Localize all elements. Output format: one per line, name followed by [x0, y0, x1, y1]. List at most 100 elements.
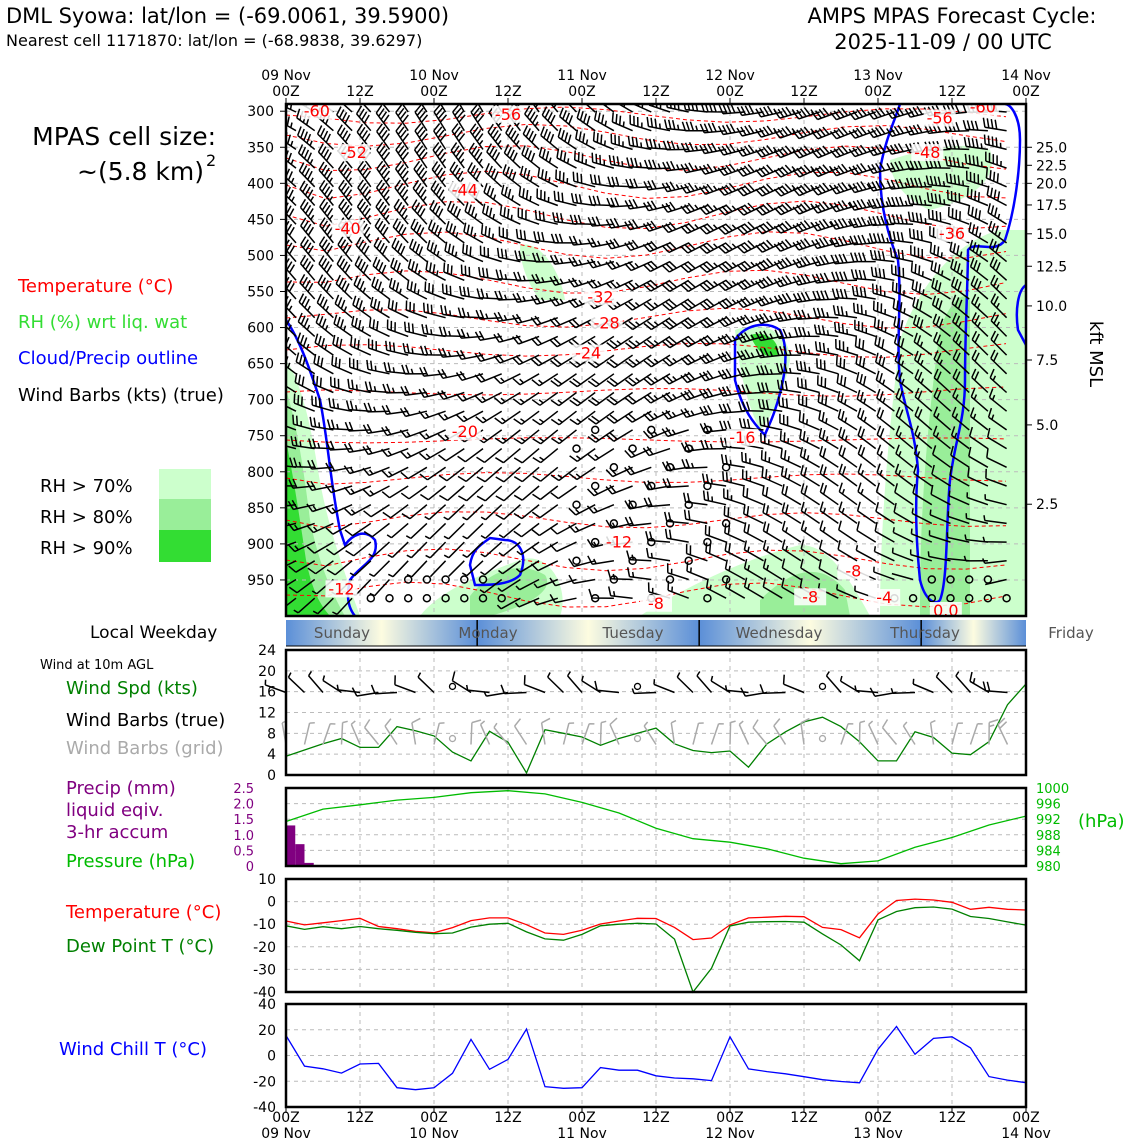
upper-wind-barb [387, 541, 409, 559]
upper-wind-barb [431, 161, 447, 188]
precip-tick-label: 1.0 [233, 829, 254, 844]
upper-wind-barb [905, 177, 932, 188]
upper-wind-barb [933, 387, 952, 412]
upper-wind-barb [755, 145, 783, 158]
upper-wind-barb [717, 123, 745, 136]
upper-wind-barb [531, 504, 559, 519]
upper-wind-barb [440, 304, 465, 319]
upper-wind-barb [743, 577, 764, 599]
upper-wind-barb [988, 238, 1008, 263]
upper-wind-barb [480, 560, 503, 576]
upper-wind-barb [550, 410, 577, 426]
upper-wind-barb [836, 373, 858, 394]
upper-wind-barb [486, 143, 503, 169]
upper-wind-barb [366, 359, 390, 375]
bottom-tick-label: 00Z [420, 1110, 447, 1126]
upper-wind-barb [699, 203, 727, 215]
upper-wind-barb [286, 165, 297, 188]
upper-wind-barb [456, 410, 484, 423]
upper-wind-barb [848, 216, 876, 229]
upper-wind-barb [549, 335, 577, 348]
upper-wind-barb [837, 408, 858, 431]
wind-panel: 0 4 8 12 16 20 24 [258, 643, 1028, 784]
upper-wind-barb [661, 181, 689, 193]
upper-wind-barb [325, 541, 353, 556]
pressure-tick-label: 1000 [1036, 782, 1069, 797]
top-tick-label: 12Z [346, 84, 373, 100]
upper-wind-barb [855, 354, 877, 375]
upper-wind-barb [569, 373, 596, 388]
upper-wind-barb [452, 104, 466, 132]
upper-wind-barb [792, 291, 820, 303]
upper-wind-barb [643, 279, 671, 292]
upper-wind-barb [781, 502, 802, 525]
upper-wind-barb [352, 295, 372, 319]
upper-wind-barb [724, 559, 746, 581]
top-tick-label: 00Z [420, 84, 447, 100]
upper-wind-barb [513, 410, 540, 425]
upper-wind-barb [393, 198, 409, 225]
upper-wind-barb [357, 179, 372, 206]
upper-wind-barb [587, 373, 615, 388]
upper-wind-barb [401, 104, 409, 113]
wind-barb-true [912, 678, 934, 694]
upper-wind-barb [643, 354, 671, 368]
temperature-label-bg [448, 423, 481, 441]
upper-wind-barb [513, 485, 540, 501]
upper-wind-barb [873, 317, 895, 338]
upper-wind-barb [624, 465, 652, 476]
upper-wind-barb [774, 328, 801, 340]
upper-wind-barb [811, 201, 839, 214]
upper-wind-barb [971, 368, 989, 394]
upper-wind-barb [852, 302, 876, 319]
upper-wind-barb [894, 463, 914, 487]
upper-wind-barb [568, 574, 596, 585]
upper-wind-barb [947, 206, 970, 225]
upper-wind-barb-calm [590, 425, 600, 435]
upper-wind-barb [381, 404, 409, 415]
upper-wind-barb [819, 445, 839, 468]
temperature-contour-label: -20 [452, 422, 478, 441]
kft-tick-label: 15.0 [1036, 227, 1067, 243]
upper-wind-barb [699, 223, 727, 235]
temperature-contour-label: -52 [341, 143, 367, 162]
weekday-name: Wednesday [736, 624, 823, 642]
upper-wind-barb [796, 377, 820, 394]
upper-wind-barb [952, 331, 970, 356]
upper-wind-barb [401, 364, 427, 375]
top-date-label: 14 Nov [1001, 68, 1051, 84]
upper-wind-barb [945, 173, 970, 188]
temperature-label-bg [640, 594, 672, 612]
upper-wind-barb [559, 107, 577, 132]
weekday-band [477, 620, 700, 646]
upper-wind-barb [698, 352, 727, 365]
upper-wind-barb [799, 429, 820, 450]
upper-wind-barb [297, 312, 316, 337]
upper-wind-barb [736, 349, 764, 361]
upper-wind-barb [816, 358, 839, 375]
upper-wind-barb [930, 260, 951, 281]
upper-wind-barb [530, 294, 558, 305]
wind-barb-grid [710, 722, 724, 745]
upper-wind-barb [933, 368, 952, 394]
upper-wind-barb-calm [703, 537, 712, 547]
upper-wind-barb [513, 504, 540, 520]
upper-wind-barb [699, 316, 727, 329]
upper-wind-barb [773, 183, 802, 197]
upper-wind-barb [643, 260, 671, 273]
upper-wind-barb [624, 219, 652, 231]
upper-wind-barb [661, 391, 690, 403]
upper-wind-barb [586, 258, 615, 269]
upper-wind-barb [868, 233, 895, 244]
upper-wind-barb [833, 322, 858, 338]
upper-wind-barb [780, 448, 802, 468]
upper-wind-barb [444, 241, 465, 263]
upper-wind-barb [517, 207, 540, 225]
upper-wind-barb [849, 252, 876, 263]
bottom-date-label: 14 Nov [1001, 1126, 1051, 1140]
upper-wind-barb-calm [441, 575, 450, 584]
upper-wind-barb [343, 465, 372, 475]
upper-wind-barb [792, 256, 820, 269]
upper-wind-barb [605, 217, 633, 229]
wind-barb-true [782, 674, 805, 694]
